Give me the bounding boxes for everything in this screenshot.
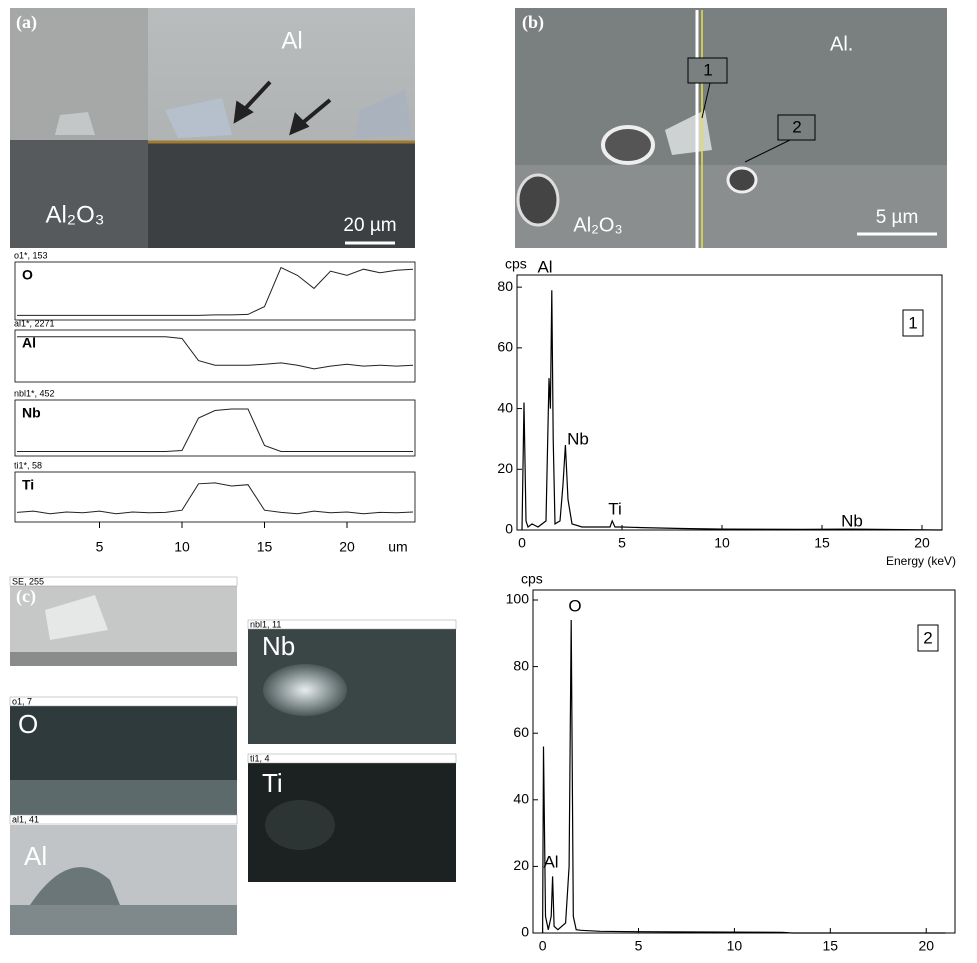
spectrum-line: [522, 290, 942, 530]
figure: (a) Al Al₂O₃ 20 µm (b) Al. 1 2 Al₂O₃ 5 µ…: [0, 0, 977, 958]
map-header: SE, 255: [12, 576, 44, 586]
map-label: Nb: [262, 631, 295, 661]
x-tick-label: 0: [518, 535, 526, 551]
map-header-bar: [10, 697, 237, 706]
map-header: ti1, 4: [250, 753, 270, 763]
profile-frame: [15, 472, 415, 522]
profile-frame: [15, 330, 415, 382]
map-header-bar: [248, 754, 456, 763]
marker-label: 1: [703, 60, 712, 79]
x-tick-label: 15: [814, 535, 830, 551]
x-tick-label: 20: [914, 535, 930, 551]
spectrum-number: 2: [923, 628, 932, 647]
peak-label: O: [568, 596, 581, 615]
particle: [55, 112, 95, 135]
y-tick-label: 0: [505, 521, 513, 537]
phase-label: Al₂O₃: [45, 201, 104, 228]
map-label: O: [18, 709, 38, 739]
map-header-bar: [10, 815, 237, 824]
peak-label: Ti: [608, 499, 622, 518]
scale-bar-label: 20 µm: [343, 215, 396, 236]
map-label: Al: [24, 841, 47, 871]
y-tick-label: 80: [497, 278, 513, 294]
y-tick-label: 60: [513, 724, 529, 740]
peak-label: Nb: [841, 511, 863, 530]
profile-line: [17, 337, 413, 369]
profile-header: ti1*, 58: [14, 460, 42, 470]
x-tick-label: 5: [635, 938, 643, 954]
panel-label: (b): [522, 12, 544, 33]
map-header: nbl1, 11: [250, 619, 281, 629]
x-tick-label: 10: [174, 539, 190, 555]
map-header-bar: [10, 577, 237, 586]
y-tick-label: 20: [497, 460, 513, 476]
y-tick-label: 20: [513, 857, 529, 873]
y-tick-label: 0: [521, 924, 529, 940]
panel-a: (a) Al Al₂O₃ 20 µm: [10, 8, 415, 248]
profile-label: O: [22, 267, 33, 283]
marker-label: 2: [792, 117, 801, 136]
panel-label: (c): [16, 586, 36, 607]
profile-header: o1*, 153: [14, 250, 48, 260]
map: [265, 800, 335, 850]
phase-label: Al: [281, 27, 302, 54]
y-axis-title: cps: [521, 571, 543, 587]
panel-c: (c) SE, 255 o1, 7 Oal1, 41 Al nbl1, 11 Nb ti1,…: [10, 576, 456, 935]
x-axis-title: Energy (keV): [886, 554, 956, 568]
pore: [518, 175, 558, 225]
map-header: al1, 41: [12, 814, 39, 824]
profile-header: al1*, 2271: [14, 318, 55, 328]
x-tick-label: 10: [714, 535, 730, 551]
spectrum-number: 1: [908, 313, 917, 332]
x-tick-label: 20: [339, 539, 355, 555]
x-tick-label: 10: [727, 938, 743, 954]
peak-label: Al: [537, 257, 552, 276]
y-tick-label: 100: [506, 591, 530, 607]
map: [10, 780, 237, 815]
x-tick-label: 5: [96, 539, 104, 555]
phase-label: Al.: [830, 33, 853, 55]
peak-label: Al: [543, 852, 558, 871]
x-tick-label: 20: [918, 938, 934, 954]
phase-label: Al₂O₃: [573, 214, 622, 236]
spectrum-line: [543, 620, 946, 933]
profile-label: Ti: [22, 477, 34, 493]
y-tick-label: 40: [497, 399, 513, 415]
y-tick-label: 60: [497, 339, 513, 355]
panel-label: (a): [16, 12, 37, 33]
profile-frame: [15, 400, 415, 456]
pore: [603, 127, 653, 163]
x-tick-label: 5: [618, 535, 626, 551]
x-tick-label: 15: [257, 539, 273, 555]
profile-frame: [15, 262, 415, 320]
map: [10, 652, 237, 666]
plot-frame: [517, 275, 942, 530]
image: [10, 140, 148, 248]
scale-bar-label: 5 µm: [876, 207, 919, 228]
y-axis-title: cps: [505, 256, 527, 272]
x-tick-label: 15: [823, 938, 839, 954]
panel-b: (b) Al. 1 2 Al₂O₃ 5 µm: [515, 8, 947, 248]
plot-frame: [533, 590, 955, 933]
map-label: Ti: [262, 768, 283, 798]
map-header: o1, 7: [12, 696, 32, 706]
profile-line: [17, 409, 413, 452]
profile-label: Nb: [22, 405, 41, 421]
x-axis-unit: um: [388, 539, 407, 555]
y-tick-label: 80: [513, 657, 529, 673]
peak-label: Nb: [567, 429, 589, 448]
profile-header: nbl1*, 452: [14, 388, 55, 398]
y-tick-label: 40: [513, 790, 529, 806]
x-tick-label: 0: [539, 938, 547, 954]
profile-line: [17, 483, 413, 514]
map: [10, 905, 237, 935]
profile-line: [17, 268, 413, 316]
map: [263, 664, 347, 716]
pore: [728, 168, 756, 192]
